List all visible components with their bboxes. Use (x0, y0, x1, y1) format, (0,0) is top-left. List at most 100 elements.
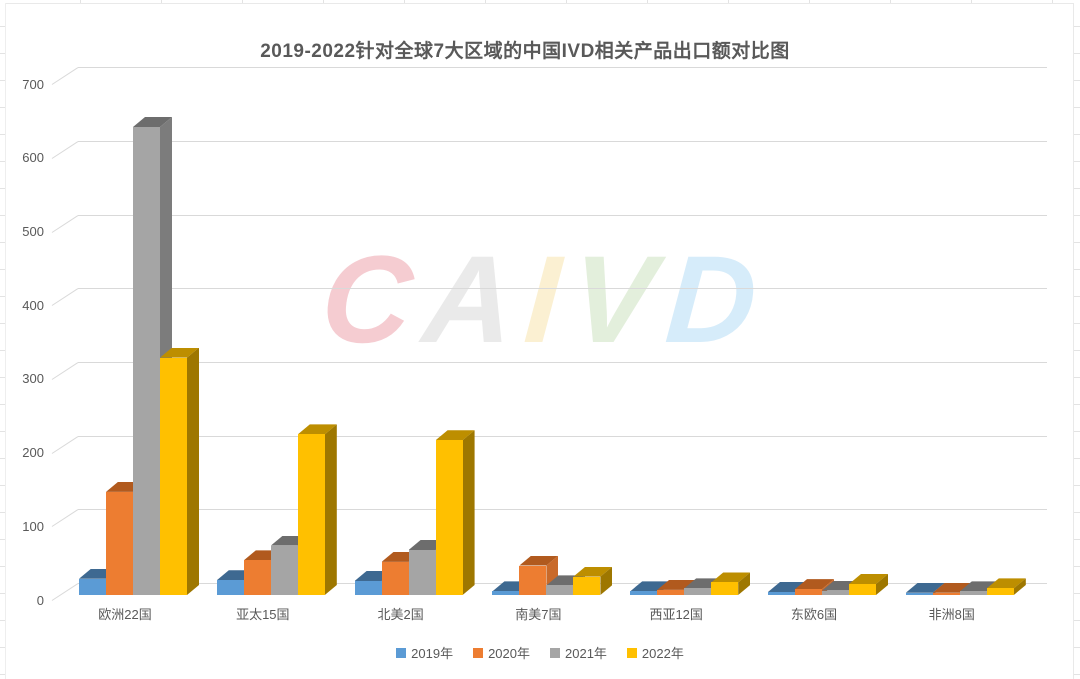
bar[interactable] (711, 572, 751, 595)
y-axis-connector (51, 583, 79, 601)
bar-front-face (684, 588, 712, 595)
bar-top-face (822, 580, 861, 591)
bar-top-face (768, 582, 807, 592)
bar-front-face (630, 591, 658, 595)
legend-label: 2020年 (488, 646, 530, 661)
bar-top-face (849, 573, 888, 584)
legend-swatch (550, 647, 560, 658)
chart-border (5, 3, 6, 679)
category-label: 东欧6国 (790, 607, 838, 622)
y-axis-connector (51, 67, 79, 86)
legend-item[interactable]: 2020年 (473, 643, 530, 662)
bar-front-face (519, 565, 547, 595)
legend-label: 2022年 (641, 646, 684, 661)
bar-top-face (160, 347, 199, 358)
legend: 2019年 2020年 2021年 2022年 (0, 643, 1080, 662)
bar-top-face (519, 555, 559, 566)
bar[interactable] (519, 555, 559, 595)
bar-front-face (768, 592, 795, 595)
y-gridline (78, 361, 1047, 363)
category-label: 欧洲22国 (98, 607, 152, 622)
bar-top-face (905, 582, 945, 593)
bar-front-face (711, 582, 739, 595)
bar-front-face (354, 580, 382, 595)
bar-front-face (381, 561, 409, 595)
y-tick-label: 600 (22, 150, 44, 166)
bar-front-face (657, 589, 685, 595)
legend-swatch (626, 647, 637, 658)
bar-front-face (849, 583, 876, 595)
bar-top-face (435, 430, 475, 441)
bar-top-face (959, 581, 999, 592)
spreadsheet-row-gridlines-right (1074, 0, 1080, 679)
bar-front-face (297, 434, 325, 595)
y-gridline (78, 509, 1047, 511)
spreadsheet-row-gridlines-left (0, 0, 5, 679)
chart-border (5, 3, 1073, 4)
bar-front-face (546, 585, 574, 595)
bar-front-face (270, 545, 298, 595)
category-label: 亚太15国 (236, 607, 290, 622)
bar-top-face (546, 575, 586, 586)
bar-front-face (986, 588, 1014, 595)
y-gridline (78, 140, 1047, 142)
bar-top-face (795, 579, 834, 590)
legend-swatch (473, 647, 484, 658)
y-tick-label: 100 (22, 518, 44, 534)
bar-front-face (932, 592, 960, 595)
chart-title: 2019-2022针对全球7大区域的中国IVD相关产品出口额对比图 (260, 41, 790, 62)
bar-front-face (492, 591, 520, 595)
bar[interactable] (573, 566, 613, 595)
y-tick-label: 200 (22, 445, 44, 461)
bar-top-face (270, 535, 310, 546)
legend-swatch (396, 647, 407, 658)
bar-front-face (822, 590, 849, 595)
category-label: 西亚12国 (649, 607, 703, 622)
bar-front-face (243, 560, 271, 595)
legend-label: 2021年 (565, 646, 607, 661)
bar-top-face (133, 117, 172, 127)
y-tick-label: 300 (22, 371, 44, 387)
legend-label: 2019年 (411, 646, 454, 661)
y-tick-label: 400 (22, 297, 44, 313)
bar-front-face (959, 591, 987, 595)
category-label: 南美7国 (515, 607, 562, 622)
bar-top-face (408, 540, 448, 551)
bar[interactable] (435, 430, 475, 595)
y-gridline (78, 288, 1047, 290)
y-axis-connector (51, 435, 79, 454)
bar[interactable] (160, 347, 199, 595)
category-label: 非洲8国 (928, 607, 975, 622)
y-tick-label: 0 (36, 592, 44, 608)
legend-item[interactable]: 2019年 (396, 643, 453, 662)
bar-top-face (216, 570, 256, 581)
category-label: 北美2国 (377, 607, 424, 622)
y-axis-connector (51, 214, 79, 233)
bar-top-face (630, 581, 670, 592)
bar-front-face (216, 580, 244, 595)
bar-top-face (684, 578, 724, 589)
legend-item[interactable]: 2022年 (626, 643, 684, 662)
legend-item[interactable]: 2021年 (550, 643, 607, 662)
bar[interactable] (986, 578, 1026, 595)
bar-top-face (106, 481, 145, 492)
y-axis-connector (51, 288, 79, 307)
bar-front-face (133, 127, 160, 595)
bar-top-face (573, 566, 613, 577)
bar-top-face (932, 582, 972, 593)
bar-front-face (160, 357, 187, 595)
bar-front-face (435, 440, 463, 595)
bar[interactable] (849, 573, 888, 595)
y-axis-connector (51, 509, 79, 528)
bar-top-face (492, 581, 532, 592)
bar[interactable] (297, 424, 337, 595)
bar-front-face (795, 589, 822, 595)
bar-front-face (106, 491, 133, 595)
y-gridline (78, 67, 1047, 69)
bar-front-face (79, 578, 106, 595)
bar[interactable] (243, 550, 283, 595)
spreadsheet-column-gridlines (0, 0, 1080, 3)
